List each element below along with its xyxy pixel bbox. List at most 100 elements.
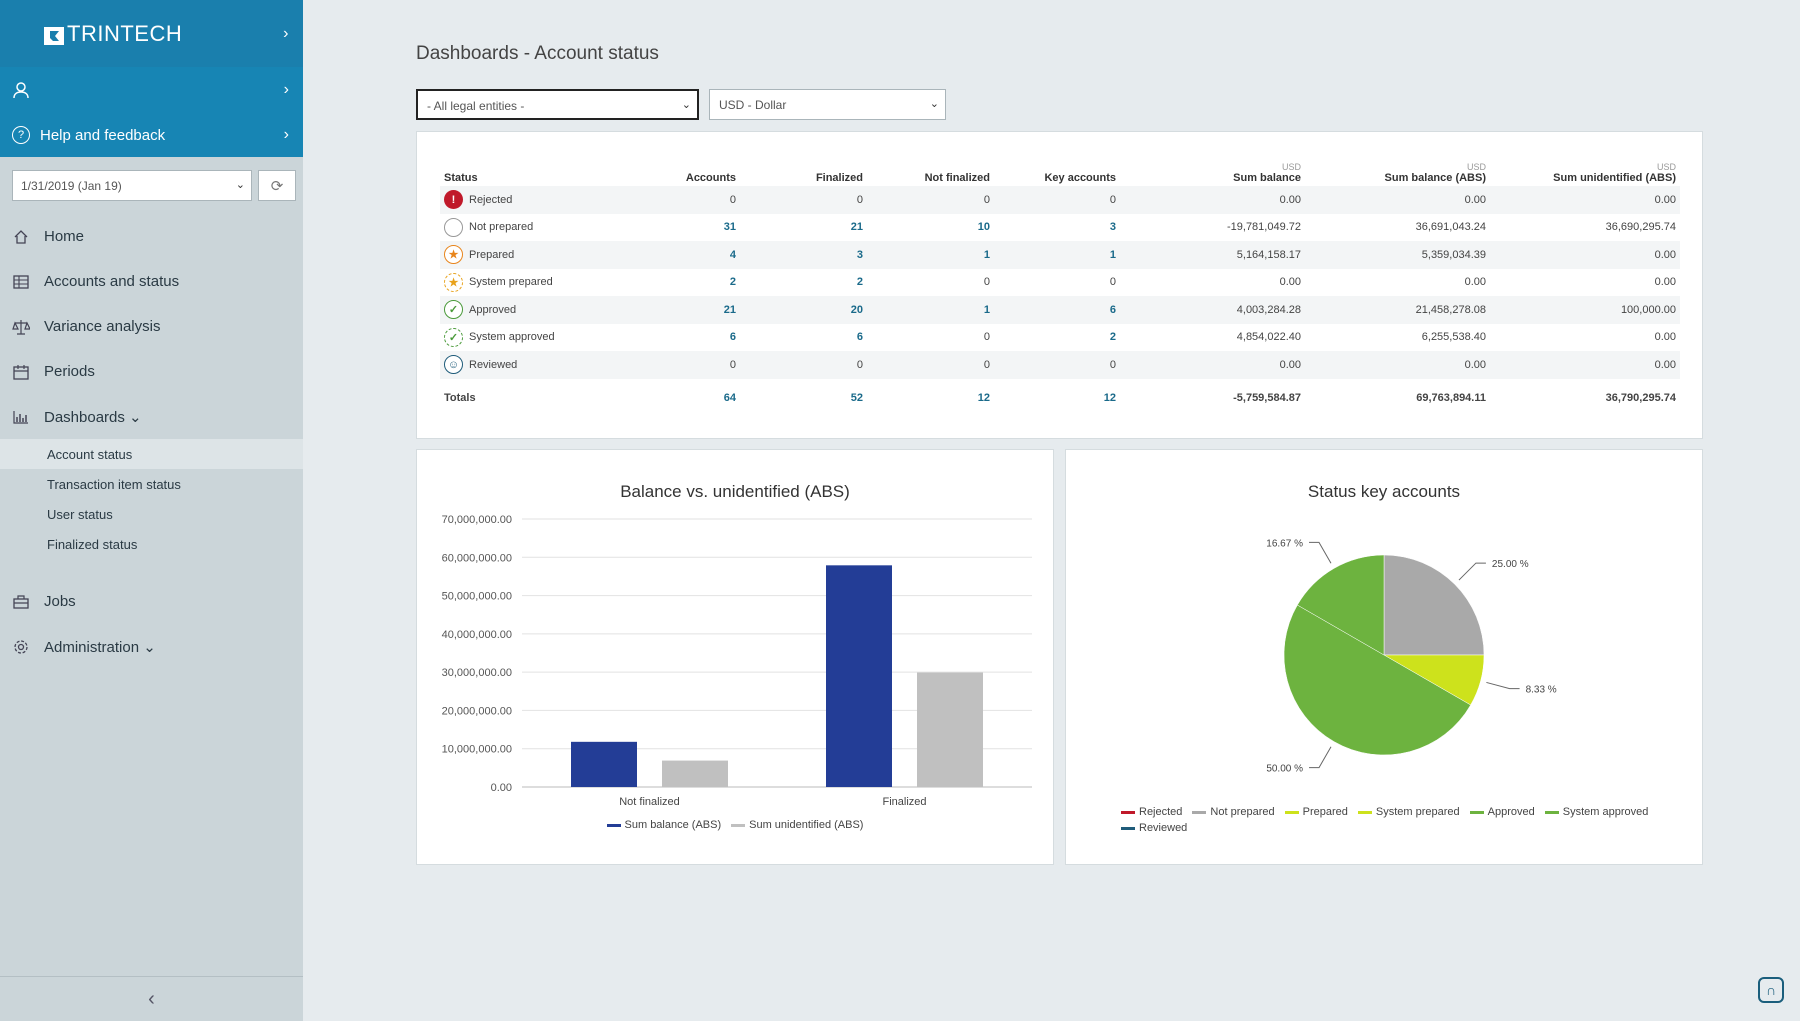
sidebar-item-dashboards[interactable]: Dashboards ⌄ [0, 394, 303, 439]
cell-key[interactable]: 6 [994, 296, 1120, 324]
col-label: Sum balance (ABS) [1384, 172, 1486, 184]
sidebar-subitem-transaction-item-status[interactable]: Transaction item status [47, 476, 181, 492]
status-label: System approved [469, 331, 555, 344]
cell-total-finalized[interactable]: 52 [850, 392, 863, 404]
totals-row: Totals 64 52 12 12 -5,759,584.87 69,763,894.11… [440, 379, 1680, 418]
col-sum-balance: USD Sum balance [1120, 154, 1305, 186]
table-row: ★ System prepared 2 2 0 0 0.00 0.00 0.00 [440, 269, 1680, 297]
cell-finalized[interactable]: 3 [740, 241, 867, 269]
logo[interactable]: TRINTECH › [0, 0, 303, 67]
bar-0-0[interactable] [571, 741, 637, 787]
pie-leader-line [1308, 541, 1332, 564]
sidebar-item-jobs[interactable]: Jobs [0, 579, 303, 624]
cell-key: 0 [994, 351, 1120, 379]
cell-finalized[interactable]: 6 [856, 331, 863, 344]
bar-1-0[interactable] [826, 565, 892, 787]
currency-select[interactable]: USD - Dollar ⌄ [709, 89, 946, 120]
sidebar-item-home[interactable]: Home [0, 214, 303, 259]
legend-swatch [731, 823, 746, 827]
cell-key[interactable]: 2 [1109, 331, 1116, 344]
sidebar-subitem-account-status[interactable]: Account status [0, 439, 303, 469]
chevron-right-icon[interactable]: › [283, 81, 289, 98]
help-and-feedback[interactable]: ? Help and feedback › [0, 113, 303, 157]
status-wrap: ✓ System approved [444, 327, 636, 347]
trintech-logo-icon [44, 26, 64, 45]
cell-accounts[interactable]: 31 [723, 221, 736, 234]
status-label: Prepared [469, 248, 515, 261]
chevron-down-icon: ⌄ [681, 99, 691, 111]
briefcase-icon [12, 594, 30, 609]
currency-label: USD [1656, 162, 1676, 172]
cell-sum_abs: 21,458,278.08 [1305, 296, 1490, 324]
legend-item[interactable]: Rejected [1121, 806, 1182, 818]
bar-1-1[interactable] [917, 672, 983, 787]
legend-item[interactable]: Prepared [1284, 806, 1348, 818]
legend-label: Approved [1487, 806, 1535, 818]
cell-total-accounts[interactable]: 64 [723, 392, 736, 404]
cell-accounts[interactable]: 21 [640, 296, 740, 324]
cell-total-key[interactable]: 12 [1103, 392, 1116, 404]
legend-swatch [1121, 826, 1135, 830]
cell-accounts: 0 [640, 186, 740, 214]
refresh-button[interactable]: ⟳ [258, 170, 296, 201]
cell-finalized[interactable]: 20 [740, 296, 867, 324]
period-select[interactable]: 1/31/2019 (Jan 19) ⌄ [12, 170, 252, 201]
not-prepared-icon [444, 217, 463, 237]
legend-item[interactable]: Sum balance (ABS) [606, 819, 721, 831]
bar-0-1[interactable] [662, 760, 728, 787]
collapse-sidebar-button[interactable]: ‹ [0, 976, 303, 1021]
cell-accounts[interactable]: 2 [729, 276, 736, 289]
cell-finalized: 0 [740, 186, 867, 214]
col-sum-unidentified: USD Sum unidentified (ABS) [1490, 154, 1680, 186]
sidebar-item-periods[interactable]: Periods [0, 349, 303, 394]
pie-slice-4[interactable] [1283, 604, 1471, 756]
bar-chart-icon [12, 410, 30, 424]
cell-sum_abs: 5,359,034.39 [1305, 241, 1490, 269]
pie-slice-5[interactable] [1297, 554, 1385, 656]
chevron-right-icon[interactable]: › [283, 24, 289, 42]
legal-entity-select[interactable]: - All legal entities - ⌄ [416, 89, 699, 120]
chart-legend: Sum balance (ABS) Sum unidentified (ABS) [417, 819, 1053, 831]
legend-item[interactable]: Approved [1469, 806, 1535, 818]
chevron-down-icon: ⌄ [929, 98, 939, 110]
pie-label: 16.67 % [1266, 538, 1303, 549]
legend-item[interactable]: System prepared [1357, 806, 1460, 818]
period-selector-row: 1/31/2019 (Jan 19) ⌄ ⟳ [12, 170, 296, 201]
col-status: Status [444, 172, 478, 184]
cell-total-not_finalized[interactable]: 12 [977, 392, 990, 404]
cell-status: Not prepared [440, 214, 640, 242]
status-label: Not prepared [469, 221, 534, 234]
cell-accounts[interactable]: 4 [640, 241, 740, 269]
assistant-icon[interactable]: ∩ [1758, 977, 1784, 1003]
legend-item[interactable]: System approved [1544, 806, 1648, 818]
cell-accounts[interactable]: 6 [729, 331, 736, 344]
cell-not_finalized[interactable]: 10 [977, 221, 990, 234]
sidebar-subitem-user-status[interactable]: User status [47, 506, 113, 522]
legend-item[interactable]: Reviewed [1121, 822, 1187, 834]
legend-item[interactable]: Not prepared [1192, 806, 1275, 818]
y-tick-label: 40,000,000.00 [442, 629, 512, 641]
sidebar: TRINTECH › › ? Help and feedback › 1/31/… [0, 0, 303, 1021]
chevron-right-icon[interactable]: › [283, 126, 289, 143]
sidebar-item-accounts[interactable]: Accounts and status [0, 259, 303, 304]
sidebar-item-administration[interactable]: Administration ⌄ [0, 624, 303, 669]
currency-value: USD - Dollar [719, 98, 787, 112]
cell-not_finalized[interactable]: 1 [867, 296, 994, 324]
legend-item[interactable]: Sum unidentified (ABS) [731, 819, 863, 831]
table-row: ✓ System approved 6 6 0 2 4,854,022.40 6,255,53… [440, 324, 1680, 352]
help-icon: ? [12, 126, 30, 144]
pie-leader-line [1486, 681, 1520, 690]
legend-swatch [1284, 810, 1299, 814]
sidebar-item-label: Dashboards [44, 408, 125, 426]
sidebar-subitem-finalized-status[interactable]: Finalized status [47, 536, 138, 552]
cell-key[interactable]: 3 [1109, 221, 1116, 234]
cell-finalized[interactable]: 2 [856, 276, 863, 289]
user-menu[interactable]: › [0, 67, 303, 113]
sidebar-item-label: Home [44, 228, 85, 245]
cell-not_finalized[interactable]: 1 [867, 241, 994, 269]
cell-finalized[interactable]: 21 [850, 221, 863, 234]
pie-slice-1[interactable] [1383, 554, 1485, 656]
cell-key[interactable]: 1 [994, 241, 1120, 269]
sidebar-item-label-wrap: Administration ⌄ [44, 638, 156, 656]
sidebar-item-variance[interactable]: Variance analysis [0, 304, 303, 349]
